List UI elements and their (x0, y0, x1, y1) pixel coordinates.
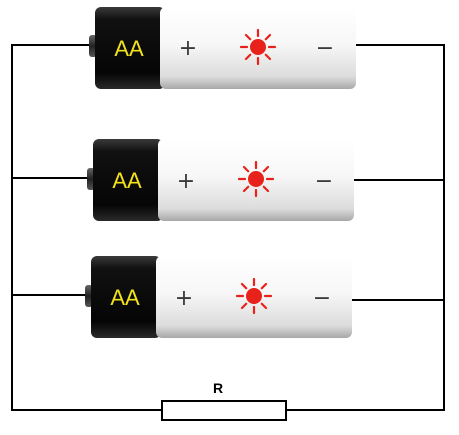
battery-type-label: AA (114, 36, 144, 61)
left-rail-wire (11, 44, 162, 411)
battery-1: AA + − (89, 7, 356, 89)
sun-icon (235, 277, 273, 315)
positive-sign: + (177, 169, 195, 194)
circuit-wires (11, 44, 445, 411)
positive-sign: + (175, 286, 193, 311)
negative-sign: − (316, 36, 334, 61)
negative-sign: − (315, 169, 333, 194)
sun-icon (237, 160, 275, 198)
battery-type-label: AA (110, 285, 140, 310)
resistor: R (161, 380, 287, 421)
resistor-body (161, 400, 287, 421)
battery-cap (93, 139, 163, 221)
battery-3: AA + − (85, 256, 352, 338)
negative-sign: − (313, 286, 331, 311)
battery-type-label: AA (112, 168, 142, 193)
battery-cap (91, 256, 161, 338)
positive-sign: + (179, 36, 197, 61)
battery-cap (95, 7, 165, 89)
right-rail-wire (286, 44, 445, 411)
battery-2: AA + − (87, 139, 354, 221)
sun-icon (239, 28, 277, 66)
resistor-label: R (213, 380, 223, 396)
